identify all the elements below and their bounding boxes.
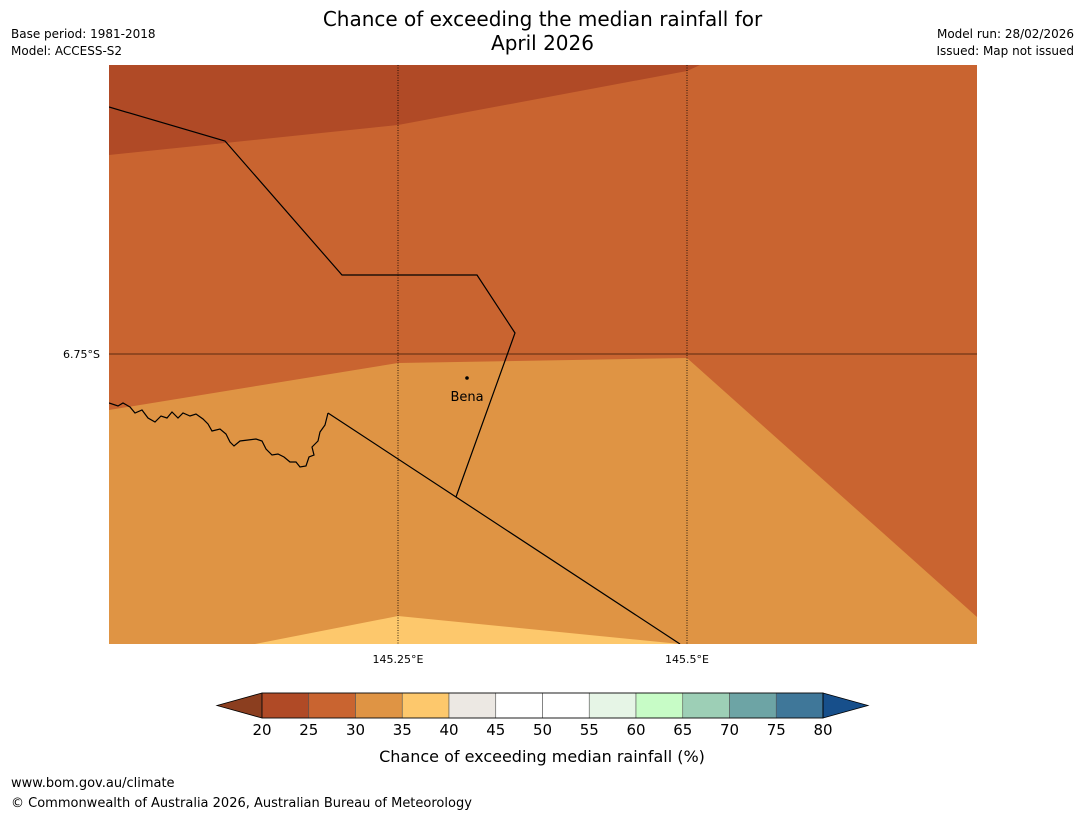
province-boundary-north xyxy=(109,106,516,498)
colorbar-tick-label: 55 xyxy=(580,721,599,739)
colorbar-tick-label: 50 xyxy=(533,721,552,739)
colorbar-swatch xyxy=(635,692,684,719)
colorbar-ticks: 20 25 30 35 40 45 50 55 60 65 70 75 80 xyxy=(252,721,832,739)
colorbar-swatch xyxy=(448,692,497,719)
base-period: Base period: 1981-2018 xyxy=(11,27,156,41)
colorbar-tick-label: 45 xyxy=(486,721,505,739)
region-35-40 xyxy=(255,616,680,644)
colorbar-swatch xyxy=(495,692,543,719)
colorbar-swatch xyxy=(542,692,590,719)
colorbar-swatch xyxy=(588,692,637,719)
colorbar-extend-low xyxy=(215,692,263,719)
colorbar-swatch xyxy=(682,692,730,719)
map-area: Bena xyxy=(109,65,977,644)
colorbar-tick-label: 60 xyxy=(626,721,645,739)
colorbar-swatch xyxy=(775,692,824,719)
colorbar-tick-label: 20 xyxy=(252,721,271,739)
colorbar-swatch xyxy=(355,692,403,719)
colorbar-tick-label: 65 xyxy=(673,721,692,739)
region-20-25 xyxy=(109,65,700,155)
title-line-1: Chance of exceeding the median rainfall … xyxy=(322,7,763,31)
colorbar-swatch xyxy=(729,692,777,719)
footer-copyright: © Commonwealth of Australia 2026, Austra… xyxy=(11,796,472,811)
model-run: Model run: 28/02/2026 xyxy=(936,27,1074,41)
model-name: Model: ACCESS-S2 xyxy=(11,44,123,58)
colorbar-tick-label: 40 xyxy=(439,721,458,739)
map-title: Chance of exceeding the median rainfall … xyxy=(0,7,1085,55)
meta-left: Base period: 1981-2018 Model: ACCESS-S2 xyxy=(11,26,156,60)
colorbar-tick-label: 75 xyxy=(767,721,786,739)
town-label-bena: Bena xyxy=(450,390,483,405)
latitude-label: 6.75°S xyxy=(63,348,100,361)
colorbar-swatch xyxy=(401,692,450,719)
colorbar xyxy=(215,692,870,719)
colorbar-tick-label: 30 xyxy=(346,721,365,739)
town-marker xyxy=(465,376,469,380)
colorbar-extend-high xyxy=(822,692,870,719)
colorbar-tick-label: 80 xyxy=(813,721,832,739)
footer-url: www.bom.gov.au/climate xyxy=(11,776,175,791)
province-boundary-south xyxy=(327,412,681,644)
colorbar-tick-label: 35 xyxy=(393,721,412,739)
colorbar-tick-label: 70 xyxy=(720,721,739,739)
longitude-label-145-25: 145.25°E xyxy=(373,653,424,666)
colorbar-outline xyxy=(261,692,824,719)
colorbar-tick-label: 25 xyxy=(299,721,318,739)
longitude-label-145-5: 145.5°E xyxy=(665,653,709,666)
region-30-35 xyxy=(109,358,977,644)
meta-right: Model run: 28/02/2026 Issued: Map not is… xyxy=(936,26,1074,60)
colorbar-swatch xyxy=(308,692,356,719)
issued-status: Issued: Map not issued xyxy=(936,44,1074,58)
colorbar-label: Chance of exceeding median rainfall (%) xyxy=(379,747,705,766)
colorbar-swatch xyxy=(261,692,310,719)
title-line-2: April 2026 xyxy=(491,31,594,55)
province-boundary-west xyxy=(109,402,329,468)
